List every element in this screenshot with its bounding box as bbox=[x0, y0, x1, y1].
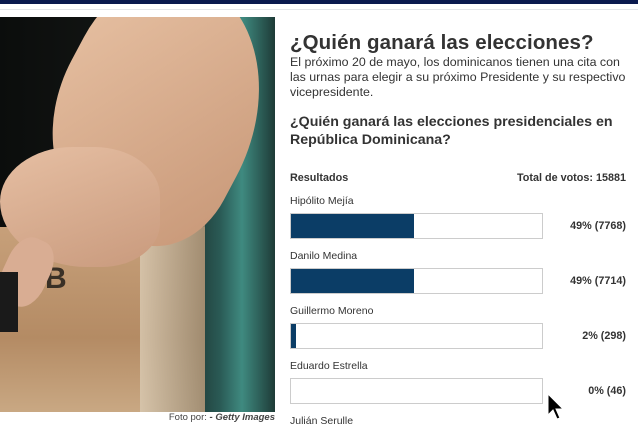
result-percent: 49% (7768) bbox=[570, 220, 626, 232]
results-header: Resultados Total de votos: 15881 bbox=[290, 172, 626, 184]
ballot-paper bbox=[0, 272, 18, 332]
option-result: 2% (298) bbox=[290, 323, 626, 349]
option-result: 49% (7714) bbox=[290, 268, 626, 294]
option-result: 49% (7768) bbox=[290, 213, 626, 239]
result-bar-fill bbox=[291, 214, 414, 238]
poll-title: ¿Quién ganará las elecciones? bbox=[290, 31, 594, 54]
result-bar bbox=[290, 323, 543, 349]
result-percent: 0% (46) bbox=[588, 385, 626, 397]
photo-caption: Foto por: - Getty Images bbox=[169, 412, 275, 423]
result-bar bbox=[290, 268, 543, 294]
poll-option: Danilo Medina 49% (7714) bbox=[290, 250, 630, 294]
mouse-cursor-icon bbox=[547, 393, 565, 420]
option-result: 0% (46) bbox=[290, 378, 626, 404]
option-name: Eduardo Estrella bbox=[290, 360, 368, 372]
total-votes: Total de votos: 15881 bbox=[516, 172, 626, 184]
caption-credit: - Getty Images bbox=[209, 412, 275, 423]
result-bar-fill bbox=[291, 269, 414, 293]
result-percent: 49% (7714) bbox=[570, 275, 626, 287]
result-percent: 2% (298) bbox=[582, 330, 626, 342]
poll-option: Julián Serulle bbox=[290, 415, 630, 428]
poll-intro: El próximo 20 de mayo, los dominicanos t… bbox=[290, 55, 626, 99]
results-label: Resultados bbox=[290, 172, 349, 184]
divider bbox=[0, 9, 638, 10]
result-bar bbox=[290, 378, 543, 404]
poll-option: Guillermo Moreno 2% (298) bbox=[290, 305, 630, 349]
option-name: Hipólito Mejía bbox=[290, 195, 354, 207]
result-bar bbox=[290, 213, 543, 239]
ballot-box-photo: B bbox=[0, 17, 275, 412]
poll-widget: ¿Quién ganará las elecciones? El próximo… bbox=[290, 30, 630, 428]
results-list: Hipólito Mejía 49% (7768) Danilo Medina 49%… bbox=[290, 195, 630, 428]
poll-option: Hipólito Mejía 49% (7768) bbox=[290, 195, 630, 239]
poll-option: Eduardo Estrella 0% (46) bbox=[290, 360, 630, 404]
option-name: Guillermo Moreno bbox=[290, 305, 374, 317]
caption-prefix: Foto por: bbox=[168, 412, 207, 423]
option-name: Julián Serulle bbox=[290, 415, 354, 427]
poll-question: ¿Quién ganará las elecciones presidencia… bbox=[290, 114, 613, 148]
result-bar-fill bbox=[291, 324, 297, 348]
top-nav-bar bbox=[0, 0, 638, 4]
option-name: Danilo Medina bbox=[290, 250, 358, 262]
